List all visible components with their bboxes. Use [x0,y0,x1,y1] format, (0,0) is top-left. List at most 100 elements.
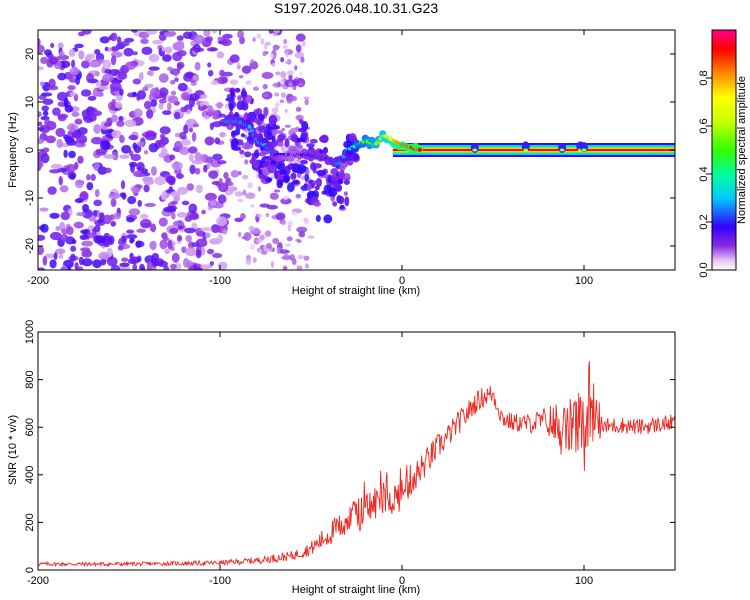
spectrogram-cell [127,258,137,265]
spectrogram-cell [135,240,142,248]
spectrogram-cell [272,237,279,244]
spectrogram-cell [245,80,252,85]
spectrogram-cell [121,235,127,243]
spectrogram-cell [231,137,239,148]
spectrogram-cell [250,204,255,208]
spectrogram-cell [126,234,138,240]
spectrogram-cell [256,214,263,218]
spectrogram-cell [103,122,112,127]
spectrogram-cell [288,81,293,88]
spectrogram-cell [258,168,263,175]
spectrogram-cell [280,57,285,63]
spectrogram-cell [55,248,66,255]
spectrogram-cell [152,39,163,45]
spectrogram-cell [102,59,112,70]
snr-x-label: Height of straight line (km) [292,584,420,596]
spectrogram-cell [174,77,179,82]
snr-panel: -200 -100 0 100 0 200 400 600 800 1000 Height of… [7,320,676,596]
spectrogram-cell [100,258,107,266]
spectrogram-cell [338,196,345,205]
spectrogram-cell [200,264,213,270]
spectrogram-cell [59,185,69,193]
spectrogram-cell [265,51,269,55]
spectrogram-cell [108,192,121,200]
snr-x-tick-label: 100 [575,575,593,587]
spectrogram-cell [266,204,278,210]
spectrogram-cell [200,227,212,232]
spectrogram-cell [89,61,100,68]
spectrogram-cell [38,38,41,46]
spectrogram-cell [288,145,297,153]
spectrogram-cell [189,164,196,175]
spectrogram-cell [323,214,333,224]
spectrogram-cell [128,208,141,216]
spectrogram-cell [291,211,298,216]
spectrogram-cell [117,71,127,80]
spectrogram-cell [296,226,308,233]
spectrogram-cell [176,35,184,41]
spectrogram-cell [78,50,85,60]
spectrogram-cell [74,179,84,189]
spectrogram-cell [162,110,172,116]
spectrogram-cell [241,65,252,74]
spectrogram-cell [301,41,306,47]
spectrogram-cell [321,190,327,195]
spectrogram-cell [176,173,184,179]
spectrogram-cell [92,209,98,217]
spectrogram-cell [330,174,338,182]
spectrogram-cell [168,154,176,161]
spectrogram-cell [103,154,116,159]
spectrogram-cell [332,201,338,207]
spectrogram-cell [74,43,84,49]
spectrogram-cell [286,99,293,104]
spectrogram-cell [278,168,288,176]
spectrogram-x-label: Height of straight line (km) [292,285,420,297]
spectrogram-cell [82,249,92,257]
spectrogram-cell [263,43,268,50]
spectrogram-cell [144,202,156,207]
spectrogram-cell [192,264,198,270]
spectrogram-cell [131,30,138,33]
spectrogram-cell [244,134,248,140]
spectrogram-cell [118,115,124,122]
spectrogram-cell [217,261,228,270]
spectrogram-cell [145,130,155,137]
spectrogram-cell [38,121,43,127]
spectrogram-y-tick-label: 0 [24,147,36,153]
spectrogram-cell [286,236,293,242]
spectrogram-cell [58,176,63,186]
spectrogram-cell [227,181,234,187]
spectrogram-cell [74,118,83,125]
colorbar-tick-label: 0.4 [698,166,710,181]
spectrogram-cell [277,81,281,87]
spectrogram-cell [261,162,270,168]
spectrogram-cell [263,106,269,117]
spectrogram-cell [223,172,229,180]
spectrogram-cell [284,124,291,128]
spectrogram-cell [241,88,247,98]
spectrogram-cell [295,33,306,42]
spectrogram-stable-band [392,148,675,152]
snr-frame [37,331,676,571]
spectrogram-cell [296,144,303,149]
spectrogram-cell [310,162,316,171]
spectrogram-cell [111,129,122,139]
spectrogram-cell [67,171,77,180]
spectrogram-cell [74,198,84,204]
spectrogram-cell [262,93,269,98]
spectrogram-cell [38,160,44,169]
spectrogram-cell [239,149,245,155]
spectrogram-cell [303,96,310,100]
spectrogram-cell [38,138,45,144]
spectrogram-cell [188,97,196,108]
colorbar-tick-label: 0.8 [698,70,710,85]
spectrogram-cell [315,214,321,223]
spectrogram-cell [240,133,246,138]
spectrogram-cell [294,51,305,59]
spectrogram-cell [123,47,134,57]
spectrogram-ridge-cell [261,137,269,145]
spectrogram-cell [185,234,192,242]
spectrogram-cell [141,46,153,55]
spectrogram-cell [295,193,301,199]
spectrogram-cell [191,242,200,248]
